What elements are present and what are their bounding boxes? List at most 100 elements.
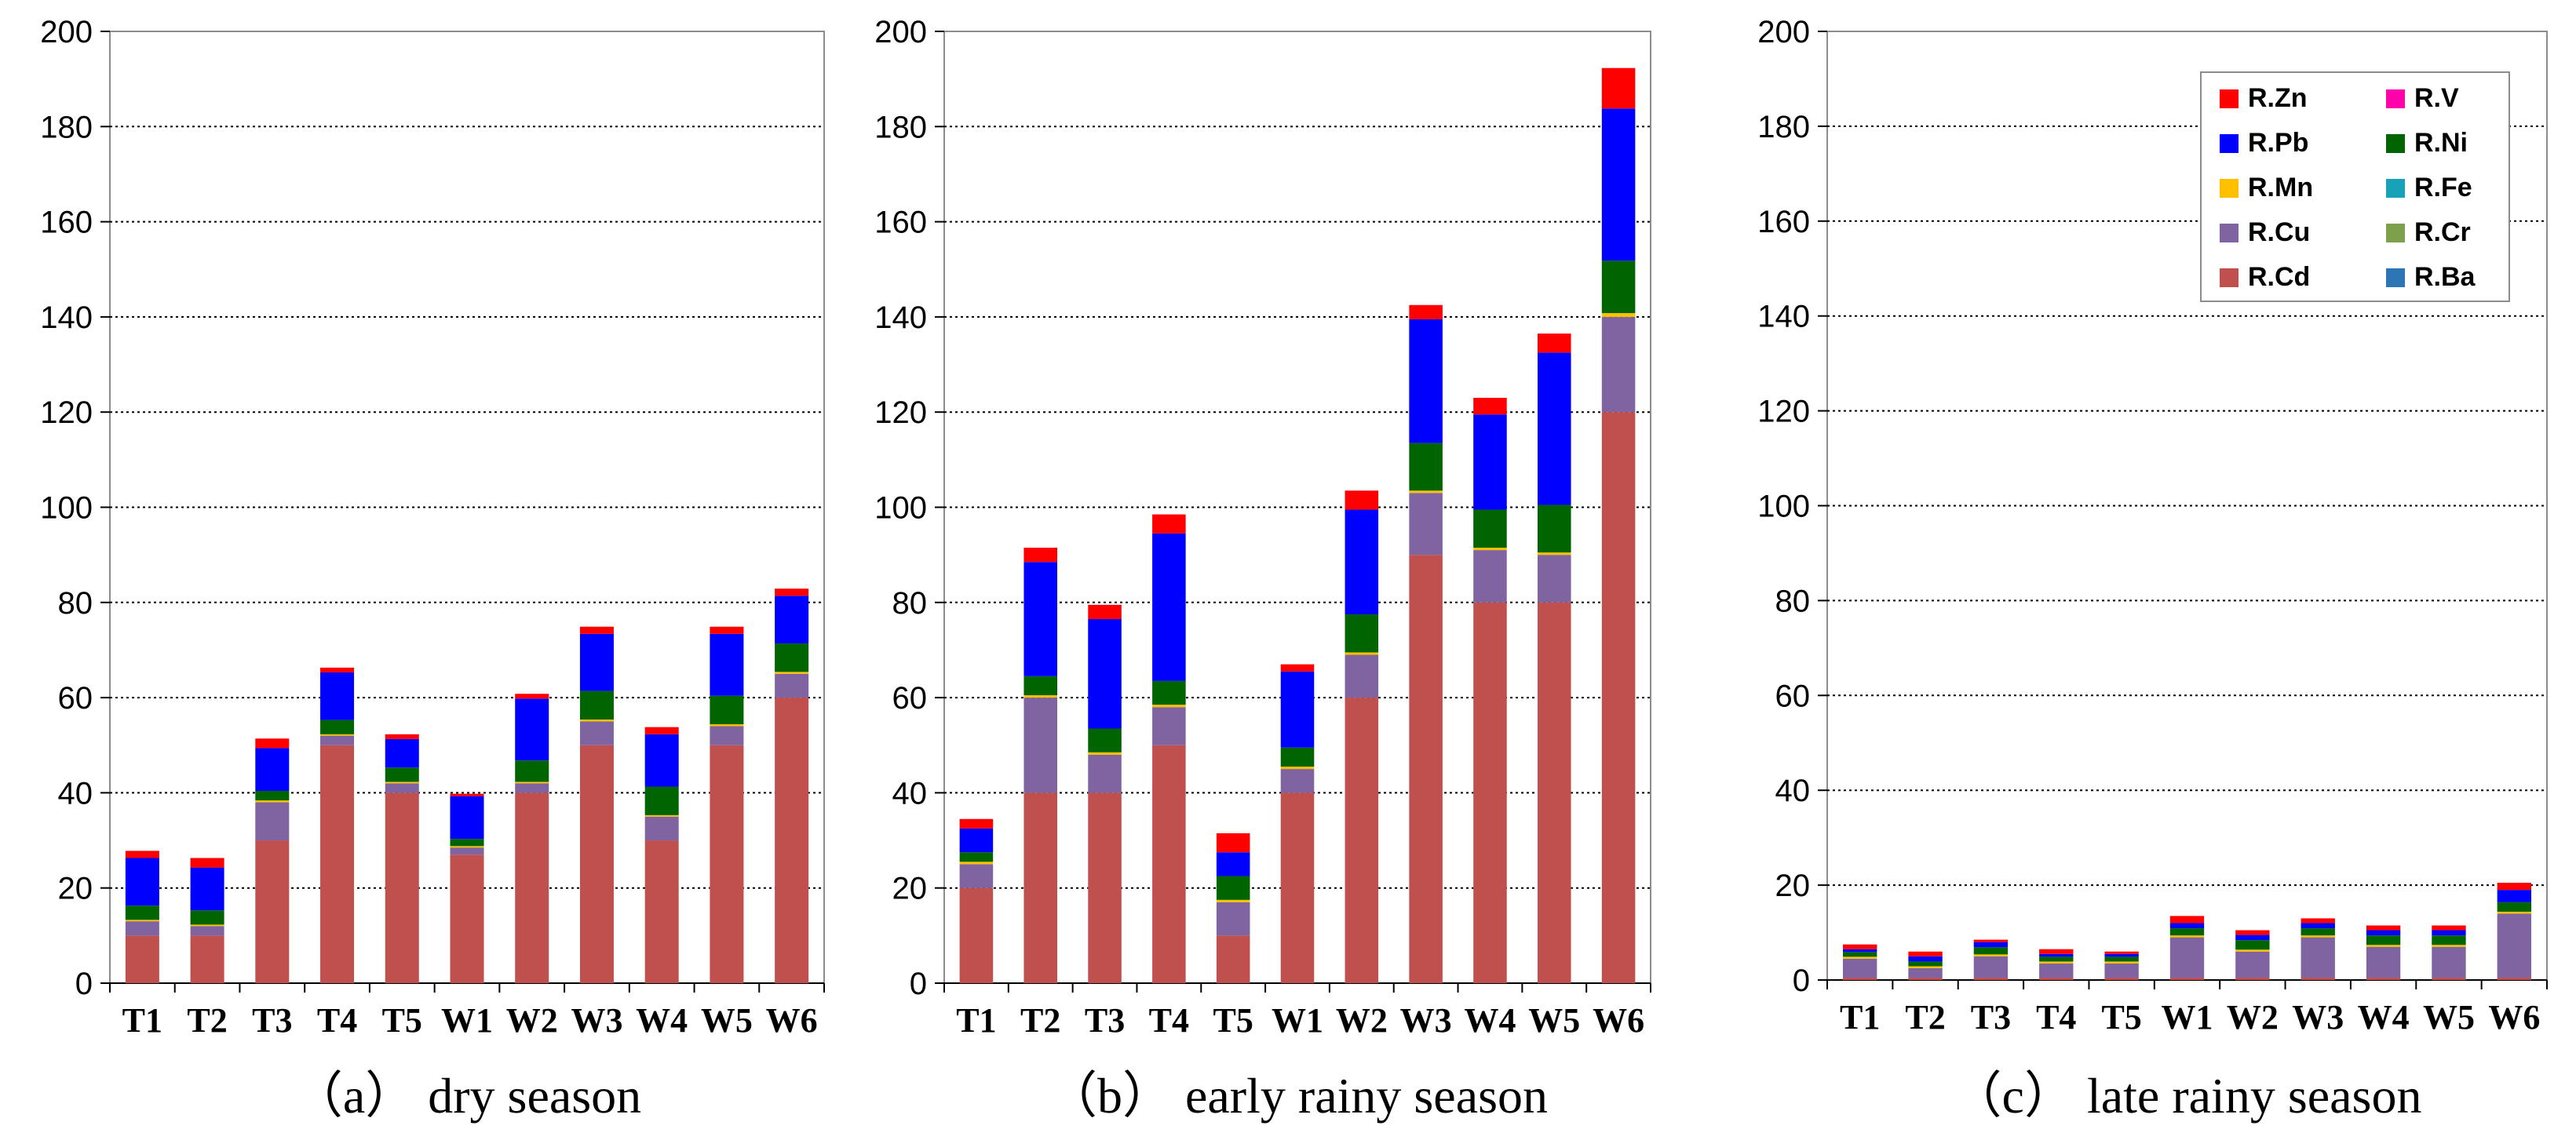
y-tick-label: 20 bbox=[58, 872, 93, 906]
bar-segment-r-ni-t2 bbox=[1023, 676, 1057, 696]
bar-segment-r-zn-t2 bbox=[1908, 951, 1943, 956]
bar-segment-r-pb-w1 bbox=[1280, 671, 1315, 748]
bar-segment-r-ni-t2 bbox=[190, 910, 224, 925]
y-tick-label: 120 bbox=[874, 395, 927, 430]
bar-segment-r-zn-w5 bbox=[2432, 925, 2466, 931]
bar-segment-r-mn-t5 bbox=[385, 781, 419, 784]
x-tick-label-t1: T1 bbox=[956, 1001, 996, 1040]
bar-segment-r-ni-w6 bbox=[2497, 902, 2531, 912]
bar-segment-r-cu-t1 bbox=[125, 921, 159, 936]
bar-segment-r-cu-t3 bbox=[255, 802, 290, 841]
x-tick-label-t5: T5 bbox=[1213, 1001, 1253, 1040]
x-tick-label-w6: W6 bbox=[766, 1001, 818, 1040]
bar-segment-r-zn-w1 bbox=[1280, 664, 1315, 672]
bar-segment-r-cu-t5 bbox=[1216, 902, 1250, 936]
bar-segment-r-cu-w3 bbox=[2301, 937, 2335, 978]
bar-segment-r-cu-w5 bbox=[710, 726, 744, 745]
x-tick-label-t2: T2 bbox=[1020, 1001, 1060, 1040]
legend-swatch-r-cu bbox=[2220, 224, 2238, 242]
x-tick-label-t3: T3 bbox=[252, 1001, 292, 1040]
bar-segment-r-ni-w1 bbox=[1280, 747, 1315, 767]
bar-segment-r-pb-w2 bbox=[1345, 509, 1379, 614]
y-tick-label: 120 bbox=[1757, 395, 1810, 429]
bar-segment-r-zn-t5 bbox=[1216, 832, 1250, 853]
bar-segment-r-cu-w2 bbox=[515, 783, 549, 793]
bar-segment-r-mn-w2 bbox=[515, 781, 549, 784]
legend-swatch-r-cd bbox=[2220, 268, 2238, 287]
bar-segment-r-pb-t3 bbox=[1088, 619, 1122, 729]
bar-segment-r-pb-w4 bbox=[644, 734, 679, 787]
bar-segment-r-pb-t1 bbox=[125, 858, 159, 906]
bar-segment-r-cu-t5 bbox=[2104, 963, 2139, 978]
legend-label-r-ba: R.Ba bbox=[2414, 262, 2476, 292]
legend-swatch-r-pb bbox=[2220, 134, 2238, 153]
x-tick-label-w4: W4 bbox=[636, 1001, 688, 1040]
bar-segment-r-ni-t3 bbox=[255, 790, 290, 801]
bar-segment-r-ni-w2 bbox=[1345, 614, 1379, 653]
x-tick-label-t5: T5 bbox=[382, 1001, 422, 1040]
bar-segment-r-cu-t2 bbox=[1023, 698, 1057, 793]
bar-segment-r-zn-w5 bbox=[710, 626, 744, 634]
bar-segment-r-pb-w4 bbox=[2366, 930, 2401, 936]
y-tick-label: 140 bbox=[874, 301, 927, 335]
bar-segment-r-cd-t2 bbox=[190, 935, 224, 983]
x-tick-label-t1: T1 bbox=[1840, 998, 1880, 1037]
legend-swatch-r-cr bbox=[2386, 224, 2405, 242]
bar-segment-r-pb-t4 bbox=[2039, 953, 2074, 957]
legend-swatch-r-mn bbox=[2220, 179, 2238, 198]
x-tick-label-w4: W4 bbox=[1464, 1001, 1516, 1040]
bar-segment-r-ni-w2 bbox=[2235, 940, 2270, 950]
bar-segment-r-mn-t3 bbox=[1088, 752, 1122, 755]
bar-segment-r-zn-w2 bbox=[2235, 930, 2270, 935]
bar-segment-r-cu-w4 bbox=[644, 816, 679, 841]
bar-segment-r-mn-w6 bbox=[2497, 911, 2531, 914]
bar-segment-r-cd-w2 bbox=[1345, 698, 1379, 983]
bar-segment-r-ni-t4 bbox=[320, 720, 355, 734]
legend-label-r-pb: R.Pb bbox=[2248, 128, 2308, 158]
bar-segment-r-cd-t4 bbox=[320, 745, 355, 983]
legend-swatch-r-v bbox=[2386, 89, 2405, 108]
bar-segment-r-mn-w1 bbox=[1280, 767, 1315, 770]
bar-segment-r-ni-w2 bbox=[515, 760, 549, 782]
y-tick-label: 20 bbox=[1775, 869, 1811, 903]
bar-segment-r-zn-t5 bbox=[385, 734, 419, 739]
y-tick-label: 180 bbox=[1757, 110, 1810, 144]
bar-segment-r-zn-t3 bbox=[255, 738, 290, 749]
y-tick-label: 160 bbox=[40, 206, 93, 240]
y-tick-label: 100 bbox=[40, 491, 93, 526]
bar-segment-r-ni-t1 bbox=[125, 905, 159, 920]
bar-segment-r-pb-w2 bbox=[2235, 935, 2270, 941]
bar-segment-r-mn-w5 bbox=[710, 724, 744, 727]
bar-segment-r-cu-w6 bbox=[775, 673, 809, 698]
bar-segment-r-pb-w3 bbox=[579, 633, 614, 691]
bar-segment-r-cu-w3 bbox=[579, 721, 614, 745]
panel-late-rainy-season: 0 20 40 60 80 100 120 140 160 180 200 T1 T2 T3 T4 T5 W1 W… bbox=[1757, 15, 2548, 1124]
bar-segment-r-pb-t5 bbox=[2104, 953, 2139, 957]
y-tick-label: 140 bbox=[40, 301, 93, 335]
legend-label-r-zn: R.Zn bbox=[2248, 83, 2308, 113]
bar-segment-r-zn-w3 bbox=[2301, 918, 2335, 924]
y-tick-label: 60 bbox=[1775, 679, 1811, 713]
bar-segment-r-ni-t4 bbox=[1152, 680, 1186, 705]
bar-segment-r-pb-w1 bbox=[450, 796, 484, 840]
bar-segment-r-mn-w3 bbox=[1409, 490, 1443, 494]
bar-segment-r-ni-t1 bbox=[1843, 952, 1877, 957]
y-tick-label: 200 bbox=[40, 15, 93, 49]
bar-segment-r-cu-w6 bbox=[1601, 316, 1636, 413]
bar-segment-r-cu-t1 bbox=[1843, 958, 1877, 978]
bar-segment-r-pb-w5 bbox=[2432, 930, 2466, 936]
x-tick-label-t3: T3 bbox=[1971, 998, 2011, 1037]
bar-segment-r-pb-w5 bbox=[710, 633, 744, 696]
bar-segment-r-cu-w4 bbox=[1473, 550, 1507, 603]
bar-segment-r-cu-t4 bbox=[2039, 963, 2074, 978]
bar-segment-r-zn-w2 bbox=[515, 694, 549, 699]
bar-segment-r-ni-t5 bbox=[385, 767, 419, 782]
bar-segment-r-ni-w4 bbox=[2366, 935, 2401, 945]
bar-segment-r-pb-w6 bbox=[775, 596, 809, 643]
x-tick-label-w5: W5 bbox=[701, 1001, 753, 1040]
bar-segment-r-cu-w5 bbox=[2432, 946, 2466, 978]
bar-segment-r-cu-w2 bbox=[2235, 951, 2270, 978]
bar-segment-r-cd-w6 bbox=[775, 698, 809, 983]
bar-segment-r-ni-w4 bbox=[644, 786, 679, 815]
